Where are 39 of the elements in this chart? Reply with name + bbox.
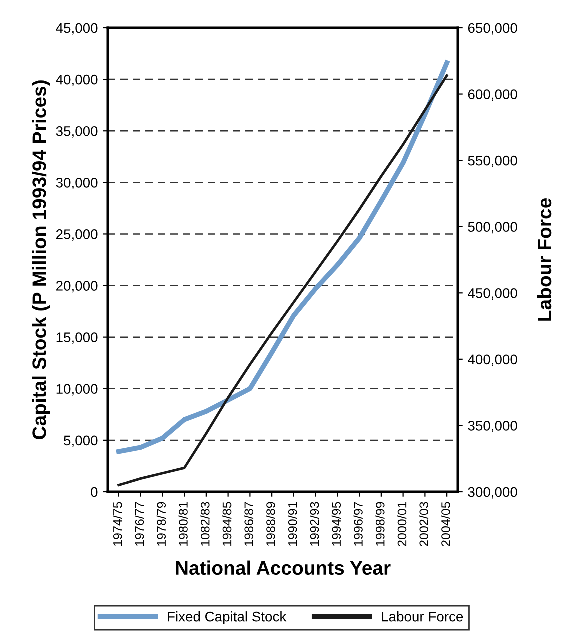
y2-tick-label: 600,000 xyxy=(468,90,518,102)
x-tick-label: 1082/83 xyxy=(200,502,210,546)
x-tick-label: 1998/99 xyxy=(376,502,385,546)
y-tick-label: 5,000 xyxy=(64,436,98,448)
y-tick-label: 15,000 xyxy=(56,332,98,344)
x-tick-label: 1988/89 xyxy=(266,502,276,546)
x-axis-title: National Accounts Year xyxy=(176,560,391,576)
x-tick-label: 1996/97 xyxy=(354,502,363,546)
y-axis-title: Capital Stock (P Million 1993/94 Prices) xyxy=(32,80,50,440)
y-tick-label: 35,000 xyxy=(56,126,98,138)
x-tick-label: 1994/95 xyxy=(332,502,342,546)
y-tick-label: 40,000 xyxy=(56,74,98,86)
x-tick-label: 1990/91 xyxy=(288,502,298,546)
x-tick-label: 1984/85 xyxy=(222,502,232,546)
x-tick-label: 1974/75 xyxy=(113,502,122,546)
y2-tick-label: 650,000 xyxy=(468,23,518,35)
y2-tick-label: 350,000 xyxy=(468,421,518,433)
x-tick-label: 1978/79 xyxy=(156,502,166,546)
y-tick-label: 25,000 xyxy=(56,230,98,242)
y-tick-label: 20,000 xyxy=(56,281,98,293)
x-tick-label: 1976/77 xyxy=(134,502,144,546)
y2-tick-label: 450,000 xyxy=(468,288,518,300)
y2-tick-label: 550,000 xyxy=(468,156,518,168)
y-tick-label: 0 xyxy=(91,487,98,498)
x-tick-label: 2002/03 xyxy=(419,502,429,546)
x-tick-label: 1986/87 xyxy=(244,502,254,546)
y-tick-label: 30,000 xyxy=(56,178,98,190)
legend-label: Labour Force xyxy=(382,612,464,622)
y-tick-label: 10,000 xyxy=(56,384,98,396)
x-tick-label: 2000/01 xyxy=(397,502,407,546)
x-tick-label: 1992/93 xyxy=(310,502,320,546)
y2-axis-title: Labour Force xyxy=(537,198,552,321)
legend-label: Fixed Capital Stock xyxy=(168,612,287,624)
y2-tick-label: 300,000 xyxy=(468,487,518,499)
y2-tick-label: 400,000 xyxy=(468,354,518,366)
x-tick-label: 1980/81 xyxy=(178,502,188,546)
x-tick-label: 2004/05 xyxy=(441,502,450,546)
y-tick-label: 45,000 xyxy=(56,23,98,35)
y2-tick-label: 500,000 xyxy=(468,222,518,234)
